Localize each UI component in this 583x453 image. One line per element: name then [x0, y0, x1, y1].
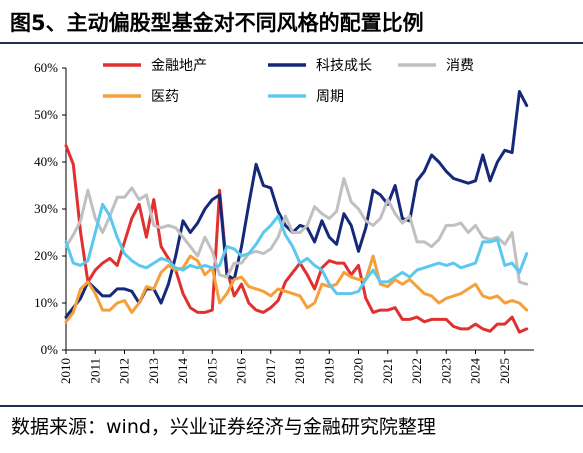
- x-tick-label: 2010: [58, 358, 73, 384]
- x-tick-label: 2023: [438, 358, 453, 384]
- chart-series: [64, 90, 529, 334]
- x-tick-label: 2018: [292, 358, 307, 384]
- legend-item: 医药: [103, 89, 179, 105]
- title-rule: [0, 42, 583, 44]
- legend-label: 科技成长: [316, 58, 372, 74]
- source-rule: [0, 405, 583, 407]
- x-tick-label: 2020: [351, 358, 366, 384]
- page-title: 图5、主动偏股型基金对不同风格的配置比例: [10, 11, 424, 35]
- x-tick-label: 2021: [380, 358, 395, 384]
- legend-item: 消费: [398, 58, 474, 74]
- x-tick-label: 2022: [409, 358, 424, 384]
- x-tick-label: 2019: [321, 358, 336, 384]
- legend-item: 周期: [268, 89, 344, 105]
- y-tick-label: 60%: [34, 60, 58, 75]
- legend-item: 金融地产: [103, 58, 207, 74]
- series-line-医药: [64, 254, 529, 324]
- y-tick-label: 20%: [34, 248, 58, 263]
- y-tick-label: 10%: [34, 295, 58, 310]
- x-tick-label: 2013: [146, 358, 161, 384]
- chart-axes: 0% 10% 20% 30% 40% 50% 60% 2010 2011 2012 2013 2014…: [34, 60, 534, 384]
- x-tick-label: 2011: [87, 358, 102, 384]
- y-tick-label: 30%: [34, 201, 58, 216]
- series-line-消费: [64, 177, 529, 286]
- series-line-金融地产: [64, 144, 529, 334]
- x-tick-label: 2017: [263, 358, 278, 385]
- legend-label: 消费: [446, 58, 474, 74]
- series-line-科技成长: [64, 90, 529, 319]
- legend-label: 金融地产: [151, 58, 207, 74]
- legend-item: 科技成长: [268, 58, 372, 74]
- x-tick-label: 2024: [468, 358, 483, 385]
- y-tick-label: 50%: [34, 107, 58, 122]
- data-source-note: 数据来源：wind，兴业证券经济与金融研究院整理: [11, 416, 436, 438]
- x-tick-label: 2012: [117, 358, 132, 384]
- x-tick-label: 2025: [497, 358, 512, 384]
- legend-label: 医药: [151, 89, 179, 105]
- x-tick-label: 2016: [234, 358, 249, 385]
- legend-label: 周期: [316, 89, 344, 105]
- y-tick-label: 40%: [34, 154, 58, 169]
- x-tick-label: 2015: [204, 358, 219, 384]
- y-tick-label: 0%: [41, 342, 59, 357]
- series-line-周期: [64, 202, 529, 296]
- x-tick-label: 2014: [175, 358, 190, 385]
